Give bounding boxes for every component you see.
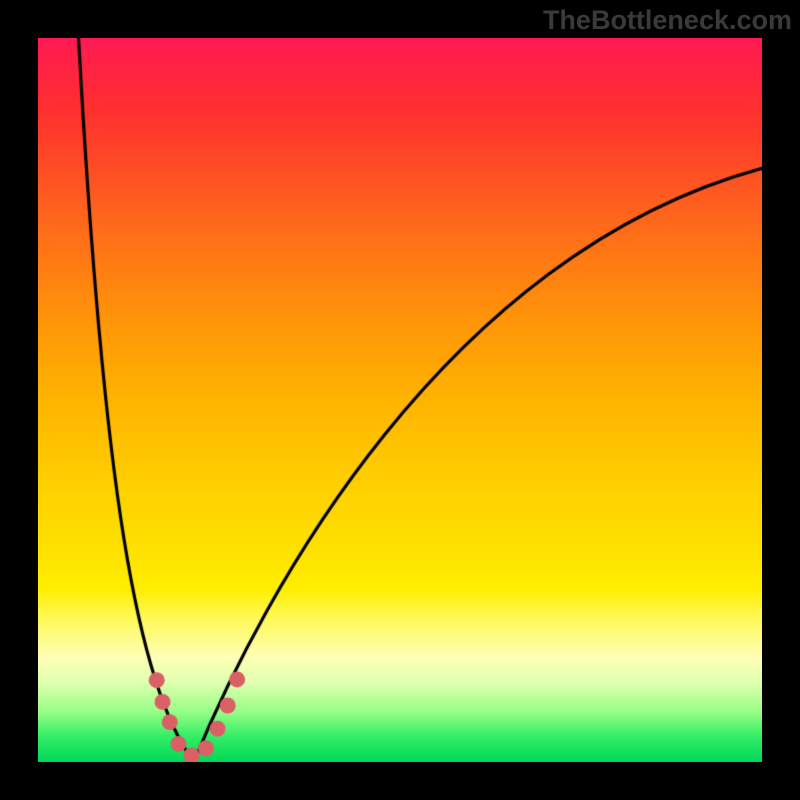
chart-container: TheBottleneck.com xyxy=(0,0,800,800)
watermark-text: TheBottleneck.com xyxy=(543,5,792,36)
plot-area xyxy=(38,38,762,762)
bottleneck-curve xyxy=(38,38,762,762)
